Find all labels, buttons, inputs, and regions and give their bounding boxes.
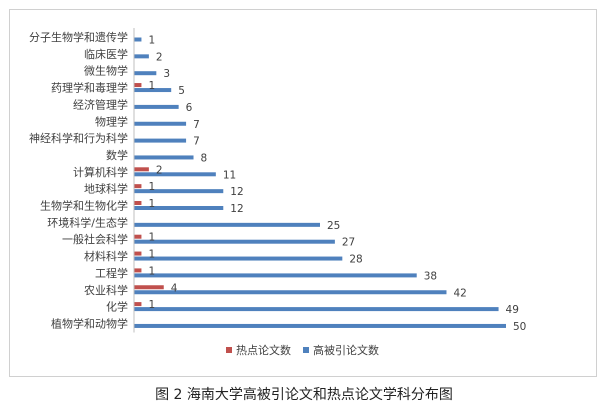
bar-highly-cited-papers [134,206,224,210]
bar-chart: 分子生物学和遗传学临床医学微生物学药理学和毒理学经济管理学物理学神经科学和行为科… [29,28,526,357]
bar-highly-cited-papers [134,189,224,194]
data-label: 8 [201,152,208,164]
legend-label-hot: 热点论文数 [236,343,291,357]
bar-highly-cited-papers [134,273,417,278]
legend: 热点论文数 高被引论文数 [226,343,379,357]
category-label: 数学 [106,148,128,162]
category-label: 化学 [106,300,128,314]
bar-hot-papers [134,234,142,239]
bar-highly-cited-papers [134,172,216,177]
bar-highly-cited-papers [134,290,447,295]
bar-highly-cited-papers [134,121,187,126]
bar-highly-cited-papers [134,323,506,328]
category-labels: 分子生物学和遗传学临床医学微生物学药理学和毒理学经济管理学物理学神经科学和行为科… [29,30,128,330]
data-label: 42 [453,287,466,299]
bar-hot-papers [134,268,142,273]
data-label: 50 [513,321,526,333]
data-label: 12 [230,203,243,215]
data-label: 2 [156,51,163,63]
data-label: 1 [148,198,155,210]
chart-frame: 分子生物学和遗传学临床医学微生物学药理学和毒理学经济管理学物理学神经科学和行为科… [9,9,597,377]
bar-highly-cited-papers [134,256,343,261]
data-label: 49 [506,304,519,316]
category-label: 经济管理学 [73,97,128,111]
category-label: 工程学 [95,266,128,280]
data-label: 25 [327,220,340,232]
data-label: 1 [148,181,155,193]
data-label: 2 [156,164,163,176]
bar-highly-cited-papers [134,239,335,244]
data-label: 5 [178,85,185,97]
data-label: 7 [193,136,200,148]
data-label: 12 [230,186,243,198]
data-label: 1 [148,265,155,277]
data-label: 1 [148,80,155,92]
bar-hot-papers [134,302,142,307]
category-label: 一般社会科学 [62,232,128,246]
bar-highly-cited-papers [134,71,157,76]
category-label: 药理学和毒理学 [51,81,128,95]
data-label: 1 [148,232,155,244]
data-label: 6 [186,102,193,114]
bar-hot-papers [134,83,142,88]
data-label: 4 [171,282,178,294]
figure-caption: 图 2 海南大学高被引论文和热点论文学科分布图 [155,387,453,403]
category-label: 分子生物学和遗传学 [29,30,128,44]
bar-hot-papers [134,201,142,205]
category-label: 地球科学 [84,182,128,196]
bar-hot-papers [134,285,164,290]
data-label: 11 [223,169,236,181]
bars [134,37,506,328]
category-label: 神经科学和行为科学 [29,131,128,145]
legend-label-highly-cited: 高被引论文数 [313,343,379,357]
bar-highly-cited-papers [134,54,149,59]
bar-highly-cited-papers [134,222,320,227]
data-label: 28 [349,254,362,266]
bar-highly-cited-papers [134,88,172,93]
category-label: 计算机科学 [73,165,128,179]
data-label: 1 [148,35,155,47]
category-label: 物理学 [95,114,128,128]
bar-highly-cited-papers [134,104,179,109]
bar-highly-cited-papers [134,155,194,160]
category-label: 环境科学/生态学 [47,215,128,229]
category-label: 微生物学 [84,64,128,78]
bar-hot-papers [134,167,149,172]
legend-swatch-highly-cited [303,347,309,353]
legend-swatch-hot [226,347,232,353]
bar-highly-cited-papers [134,307,499,312]
category-label: 生物学和生物化学 [40,199,128,213]
category-label: 农业科学 [84,283,128,297]
data-label: 3 [163,68,170,80]
data-label: 1 [148,299,155,311]
data-label: 27 [342,237,355,249]
category-label: 植物学和动物学 [51,316,128,330]
category-label: 材料科学 [84,249,128,263]
bar-highly-cited-papers [134,37,142,42]
data-label: 38 [424,270,437,282]
data-label: 7 [193,119,200,131]
bar-hot-papers [134,184,142,189]
data-label: 1 [148,249,155,261]
category-label: 临床医学 [84,47,128,61]
bar-highly-cited-papers [134,138,187,143]
bar-hot-papers [134,251,142,256]
